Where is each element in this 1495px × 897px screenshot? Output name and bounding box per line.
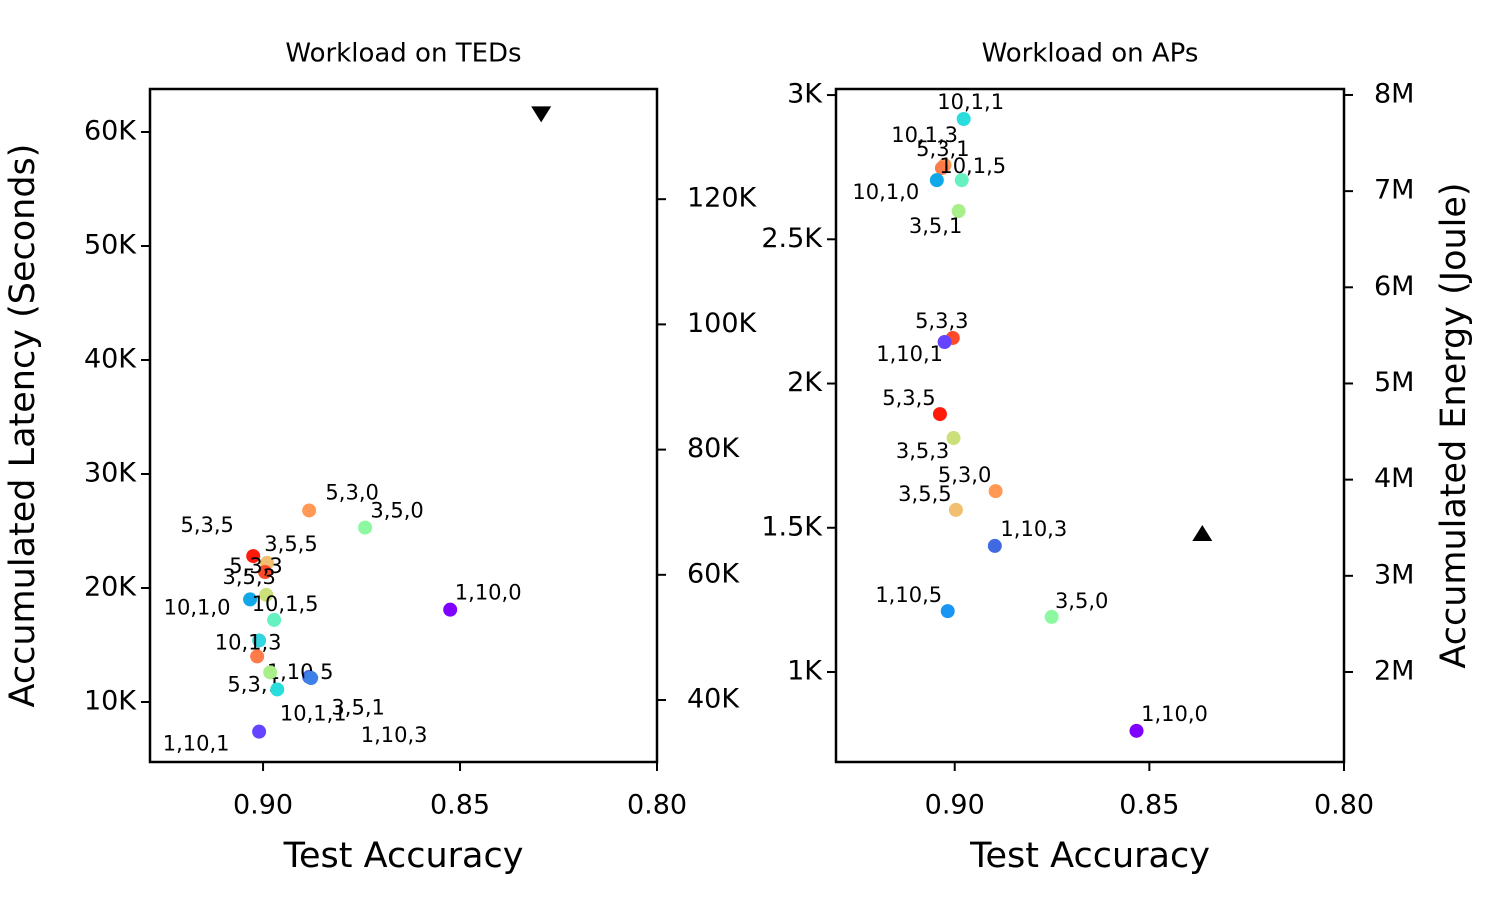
x-tick-label: 0.85 bbox=[1119, 790, 1179, 821]
point-label: 5,3,5 bbox=[882, 386, 935, 410]
point-label: 1,10,1 bbox=[876, 342, 943, 366]
point-label: 10,1,1 bbox=[280, 701, 347, 725]
point-label: 3,5,5 bbox=[898, 482, 951, 506]
y-tick-label: 3K bbox=[787, 79, 823, 110]
point bbox=[358, 520, 373, 535]
y-tick-label: 50K bbox=[84, 230, 137, 261]
point bbox=[304, 671, 319, 686]
point-label: 1,10,5 bbox=[875, 583, 942, 607]
y-tick-label: 10K bbox=[84, 686, 137, 717]
point bbox=[987, 538, 1002, 553]
y-tick-label: 1.5K bbox=[761, 511, 823, 542]
y-tick-label: 2.5K bbox=[761, 223, 823, 254]
point-label: 3,5,1 bbox=[331, 695, 384, 719]
x-axis-label: Test Accuracy bbox=[283, 836, 524, 876]
y2-tick-label: 7M bbox=[1374, 175, 1414, 206]
point-label: 5,3,1 bbox=[916, 137, 969, 161]
point-label: 10,1,0 bbox=[852, 180, 919, 204]
y2-tick-label: 60K bbox=[687, 558, 740, 589]
point bbox=[954, 173, 969, 188]
chart-title: Workload on TEDs bbox=[285, 39, 521, 69]
y-tick-label: 30K bbox=[84, 458, 137, 489]
x-tick-label: 0.90 bbox=[233, 790, 293, 821]
y2-tick-label: 40K bbox=[687, 684, 740, 715]
point-label: 3,5,3 bbox=[896, 439, 949, 463]
point-label: 10,1,5 bbox=[252, 592, 319, 616]
y2-tick-label: 4M bbox=[1374, 463, 1414, 494]
chart-title: Workload on APs bbox=[982, 39, 1199, 69]
point bbox=[1129, 723, 1144, 738]
y2-tick-label: 8M bbox=[1374, 78, 1414, 109]
y-tick-label: 60K bbox=[84, 116, 137, 147]
point-label: 10,1,1 bbox=[937, 90, 1004, 114]
point bbox=[1044, 609, 1059, 624]
x-axis-label: Test Accuracy bbox=[969, 836, 1210, 876]
y-axis-label: Accumulated Latency (Seconds) bbox=[3, 144, 43, 708]
point-label: 5,3,0 bbox=[325, 480, 378, 504]
point-label: 3,5,1 bbox=[909, 214, 962, 238]
y2-tick-label: 6M bbox=[1374, 271, 1414, 302]
point-label: 3,5,0 bbox=[1055, 589, 1108, 613]
point-label: 5,3,5 bbox=[180, 513, 233, 537]
y2-tick-label: 80K bbox=[687, 433, 740, 464]
point-label: 1,10,0 bbox=[1141, 702, 1208, 726]
point-label: 5,3,0 bbox=[938, 463, 991, 487]
point-label: 10,1,3 bbox=[891, 123, 958, 147]
point-label: 5,3,3 bbox=[229, 554, 282, 578]
x-tick-label: 0.85 bbox=[430, 790, 490, 821]
baseline-marker bbox=[1192, 524, 1213, 541]
point bbox=[259, 587, 274, 602]
point-label: 1,10,1 bbox=[163, 732, 230, 756]
point bbox=[252, 724, 267, 739]
point bbox=[267, 612, 282, 627]
y2-tick-label: 5M bbox=[1374, 367, 1414, 398]
plot-frame bbox=[834, 87, 1346, 764]
point bbox=[988, 484, 1003, 499]
point-label: 3,5,3 bbox=[222, 565, 275, 589]
point bbox=[934, 161, 949, 176]
y2-tick-label: 120K bbox=[687, 183, 758, 214]
point bbox=[940, 604, 955, 619]
point bbox=[929, 173, 944, 188]
point-label: 5,3,3 bbox=[915, 309, 968, 333]
point bbox=[302, 503, 317, 518]
x-tick-label: 0.90 bbox=[925, 790, 985, 821]
point-label: 10,1,3 bbox=[215, 630, 282, 654]
point bbox=[252, 633, 267, 648]
point bbox=[946, 431, 961, 446]
point-label: 1,10,3 bbox=[1000, 517, 1067, 541]
point bbox=[948, 502, 963, 517]
point bbox=[246, 549, 261, 564]
point bbox=[258, 565, 273, 580]
point-label: 3,5,0 bbox=[370, 499, 423, 523]
point bbox=[937, 334, 952, 349]
point bbox=[956, 112, 971, 127]
point-label: 1,10,0 bbox=[455, 581, 522, 605]
point-label: 10,1,5 bbox=[939, 154, 1006, 178]
point bbox=[951, 204, 966, 219]
point bbox=[263, 665, 278, 680]
y2-tick-label: 2M bbox=[1374, 655, 1414, 686]
x-tick-label: 0.80 bbox=[1314, 790, 1374, 821]
point bbox=[270, 682, 285, 697]
x-tick-label: 0.80 bbox=[627, 790, 687, 821]
point bbox=[932, 407, 947, 422]
y2-axis-label: Accumulated Energy (Joule) bbox=[1434, 182, 1474, 668]
y-tick-label: 20K bbox=[84, 572, 137, 603]
y2-tick-label: 3M bbox=[1374, 559, 1414, 590]
point bbox=[443, 602, 458, 617]
y-tick-label: 40K bbox=[84, 344, 137, 375]
y2-tick-label: 100K bbox=[687, 308, 758, 339]
y-tick-label: 1K bbox=[787, 655, 823, 686]
point bbox=[250, 649, 265, 664]
point-label: 1,10,3 bbox=[361, 723, 428, 747]
y-tick-label: 2K bbox=[787, 367, 823, 398]
baseline-marker bbox=[531, 106, 552, 123]
point bbox=[243, 592, 258, 607]
point-label: 1,10,5 bbox=[267, 660, 334, 684]
plot-frame bbox=[148, 87, 659, 764]
point-label: 10,1,0 bbox=[164, 595, 231, 619]
point-label: 3,5,5 bbox=[264, 532, 317, 556]
